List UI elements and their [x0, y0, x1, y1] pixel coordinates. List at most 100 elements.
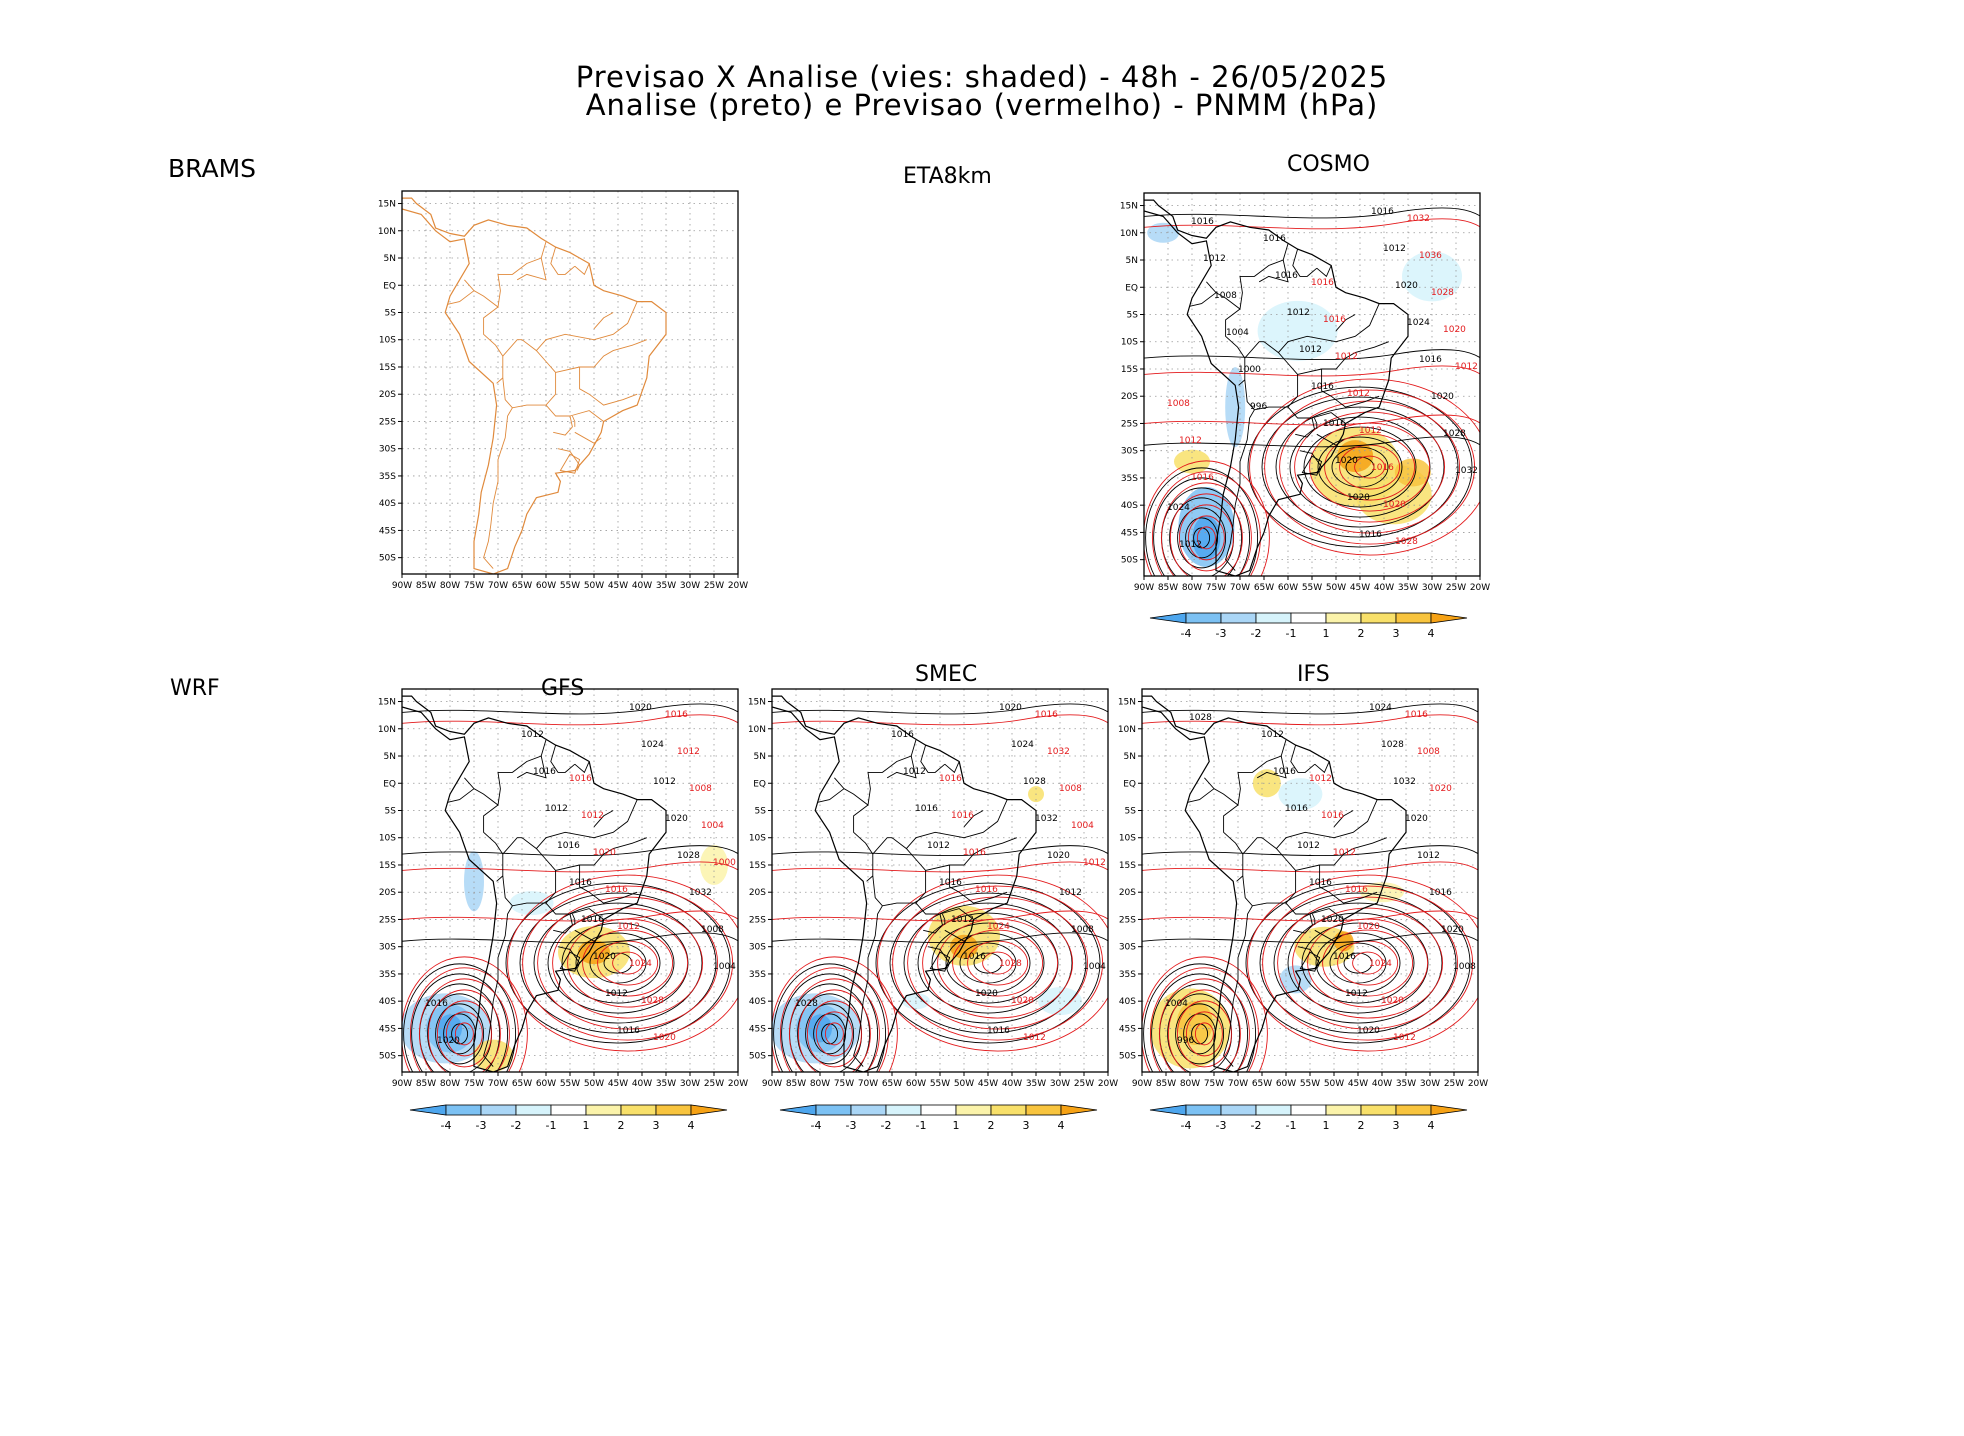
svg-text:1016: 1016 [951, 811, 974, 821]
svg-text:35S: 35S [379, 970, 396, 980]
svg-text:1012: 1012 [545, 804, 568, 814]
svg-text:30S: 30S [1119, 943, 1136, 953]
map-ifs: 1012 1016 1016 1012 1016 1020 1016 1012 1020 1024… [1100, 686, 1500, 1096]
colorbar-svg: -4 -3 -2 -1 1 2 3 4 [1149, 1104, 1468, 1132]
map-svg: 1012 1016 1012 1016 1016 1016 1020 1012 1016 1020… [378, 688, 748, 1089]
svg-text:65W: 65W [512, 1079, 532, 1089]
svg-text:30W: 30W [680, 581, 700, 591]
svg-text:1016: 1016 [533, 767, 556, 777]
svg-text:1008: 1008 [1167, 399, 1190, 409]
svg-text:1016: 1016 [557, 841, 580, 851]
svg-text:1004: 1004 [713, 962, 736, 972]
svg-text:1020: 1020 [1357, 1026, 1380, 1036]
svg-text:1004: 1004 [1165, 999, 1188, 1009]
svg-text:1012: 1012 [605, 989, 628, 999]
svg-text:10S: 10S [1121, 338, 1138, 348]
svg-text:-2: -2 [881, 1119, 892, 1132]
svg-text:20S: 20S [1119, 888, 1136, 898]
svg-text:60W: 60W [906, 1079, 926, 1089]
svg-text:55W: 55W [930, 1079, 950, 1089]
svg-text:70W: 70W [488, 1079, 508, 1089]
svg-text:1012: 1012 [1179, 436, 1202, 446]
svg-text:1020: 1020 [1347, 493, 1370, 503]
svg-text:1008: 1008 [1214, 291, 1237, 301]
svg-text:90W: 90W [392, 1079, 412, 1089]
svg-text:15S: 15S [1121, 365, 1138, 375]
svg-text:1012: 1012 [581, 811, 604, 821]
svg-text:1016: 1016 [915, 804, 938, 814]
svg-text:1008: 1008 [1453, 962, 1476, 972]
svg-text:1004: 1004 [701, 821, 724, 831]
svg-text:1016: 1016 [1405, 710, 1428, 720]
svg-text:40S: 40S [379, 499, 396, 509]
svg-text:1012: 1012 [677, 747, 700, 757]
svg-text:40S: 40S [379, 997, 396, 1007]
svg-text:35W: 35W [656, 1079, 676, 1089]
svg-text:5S: 5S [385, 806, 397, 816]
svg-text:30W: 30W [1422, 583, 1442, 593]
colorbar-svg: -4 -3 -2 -1 1 2 3 4 [779, 1104, 1098, 1132]
svg-text:1012: 1012 [1261, 730, 1284, 740]
svg-text:30W: 30W [680, 1079, 700, 1089]
svg-text:1020: 1020 [1381, 996, 1404, 1006]
svg-text:1020: 1020 [653, 1033, 676, 1043]
svg-text:35W: 35W [656, 581, 676, 591]
svg-text:1012: 1012 [1393, 1033, 1416, 1043]
svg-text:1012: 1012 [653, 777, 676, 787]
colorbar-gfs: -4 -3 -2 -1 1 2 3 4 [408, 1102, 738, 1136]
svg-text:35W: 35W [1026, 1079, 1046, 1089]
svg-text:1016: 1016 [569, 774, 592, 784]
svg-text:1024: 1024 [1369, 703, 1392, 713]
svg-text:1024: 1024 [1011, 740, 1034, 750]
svg-text:55W: 55W [560, 1079, 580, 1089]
colorbar-cosmo: -4 -3 -2 -1 1 2 3 4 [1148, 610, 1478, 644]
svg-text:1020: 1020 [593, 848, 616, 858]
svg-text:25S: 25S [1121, 419, 1138, 429]
svg-text:3: 3 [653, 1119, 660, 1132]
svg-text:1012: 1012 [1347, 389, 1370, 399]
svg-text:5N: 5N [1126, 256, 1138, 266]
svg-text:1008: 1008 [1417, 747, 1440, 757]
svg-text:1032: 1032 [1407, 214, 1430, 224]
svg-text:50S: 50S [1119, 1052, 1136, 1062]
svg-text:1020: 1020 [1441, 925, 1464, 935]
svg-text:1016: 1016 [617, 1026, 640, 1036]
svg-text:75W: 75W [464, 1079, 484, 1089]
svg-text:40W: 40W [1372, 1079, 1392, 1089]
svg-text:1016: 1016 [1311, 382, 1334, 392]
svg-text:20W: 20W [728, 1079, 748, 1089]
svg-text:-1: -1 [1286, 627, 1297, 640]
svg-text:10N: 10N [1118, 725, 1136, 735]
svg-text:-1: -1 [546, 1119, 557, 1132]
svg-text:1032: 1032 [1393, 777, 1416, 787]
svg-text:85W: 85W [1156, 1079, 1176, 1089]
svg-text:90W: 90W [392, 581, 412, 591]
svg-text:90W: 90W [1134, 583, 1154, 593]
svg-text:45S: 45S [1119, 1024, 1136, 1034]
svg-text:1020: 1020 [593, 952, 616, 962]
svg-text:1012: 1012 [1179, 540, 1202, 550]
svg-text:25S: 25S [379, 915, 396, 925]
label-cosmo: COSMO [1287, 152, 1370, 177]
colorbar-svg: -4 -3 -2 -1 1 2 3 4 [409, 1104, 728, 1132]
svg-text:30W: 30W [1420, 1079, 1440, 1089]
svg-text:45W: 45W [1348, 1079, 1368, 1089]
svg-text:996: 996 [1250, 402, 1267, 412]
svg-text:1000: 1000 [713, 858, 736, 868]
svg-text:1016: 1016 [1429, 888, 1452, 898]
label-ifs: IFS [1297, 662, 1330, 687]
svg-text:1016: 1016 [1371, 463, 1394, 473]
svg-text:1016: 1016 [1191, 473, 1214, 483]
svg-text:1016: 1016 [1309, 878, 1332, 888]
svg-text:1012: 1012 [1059, 888, 1082, 898]
svg-text:1012: 1012 [1345, 989, 1368, 999]
svg-text:10N: 10N [378, 725, 396, 735]
svg-text:20S: 20S [379, 390, 396, 400]
colorbar-ifs: -4 -3 -2 -1 1 2 3 4 [1148, 1102, 1478, 1136]
svg-text:-3: -3 [1216, 1119, 1227, 1132]
svg-text:70W: 70W [488, 581, 508, 591]
svg-text:30S: 30S [379, 445, 396, 455]
svg-text:55W: 55W [1302, 583, 1322, 593]
svg-text:1028: 1028 [1395, 537, 1418, 547]
svg-text:85W: 85W [416, 1079, 436, 1089]
